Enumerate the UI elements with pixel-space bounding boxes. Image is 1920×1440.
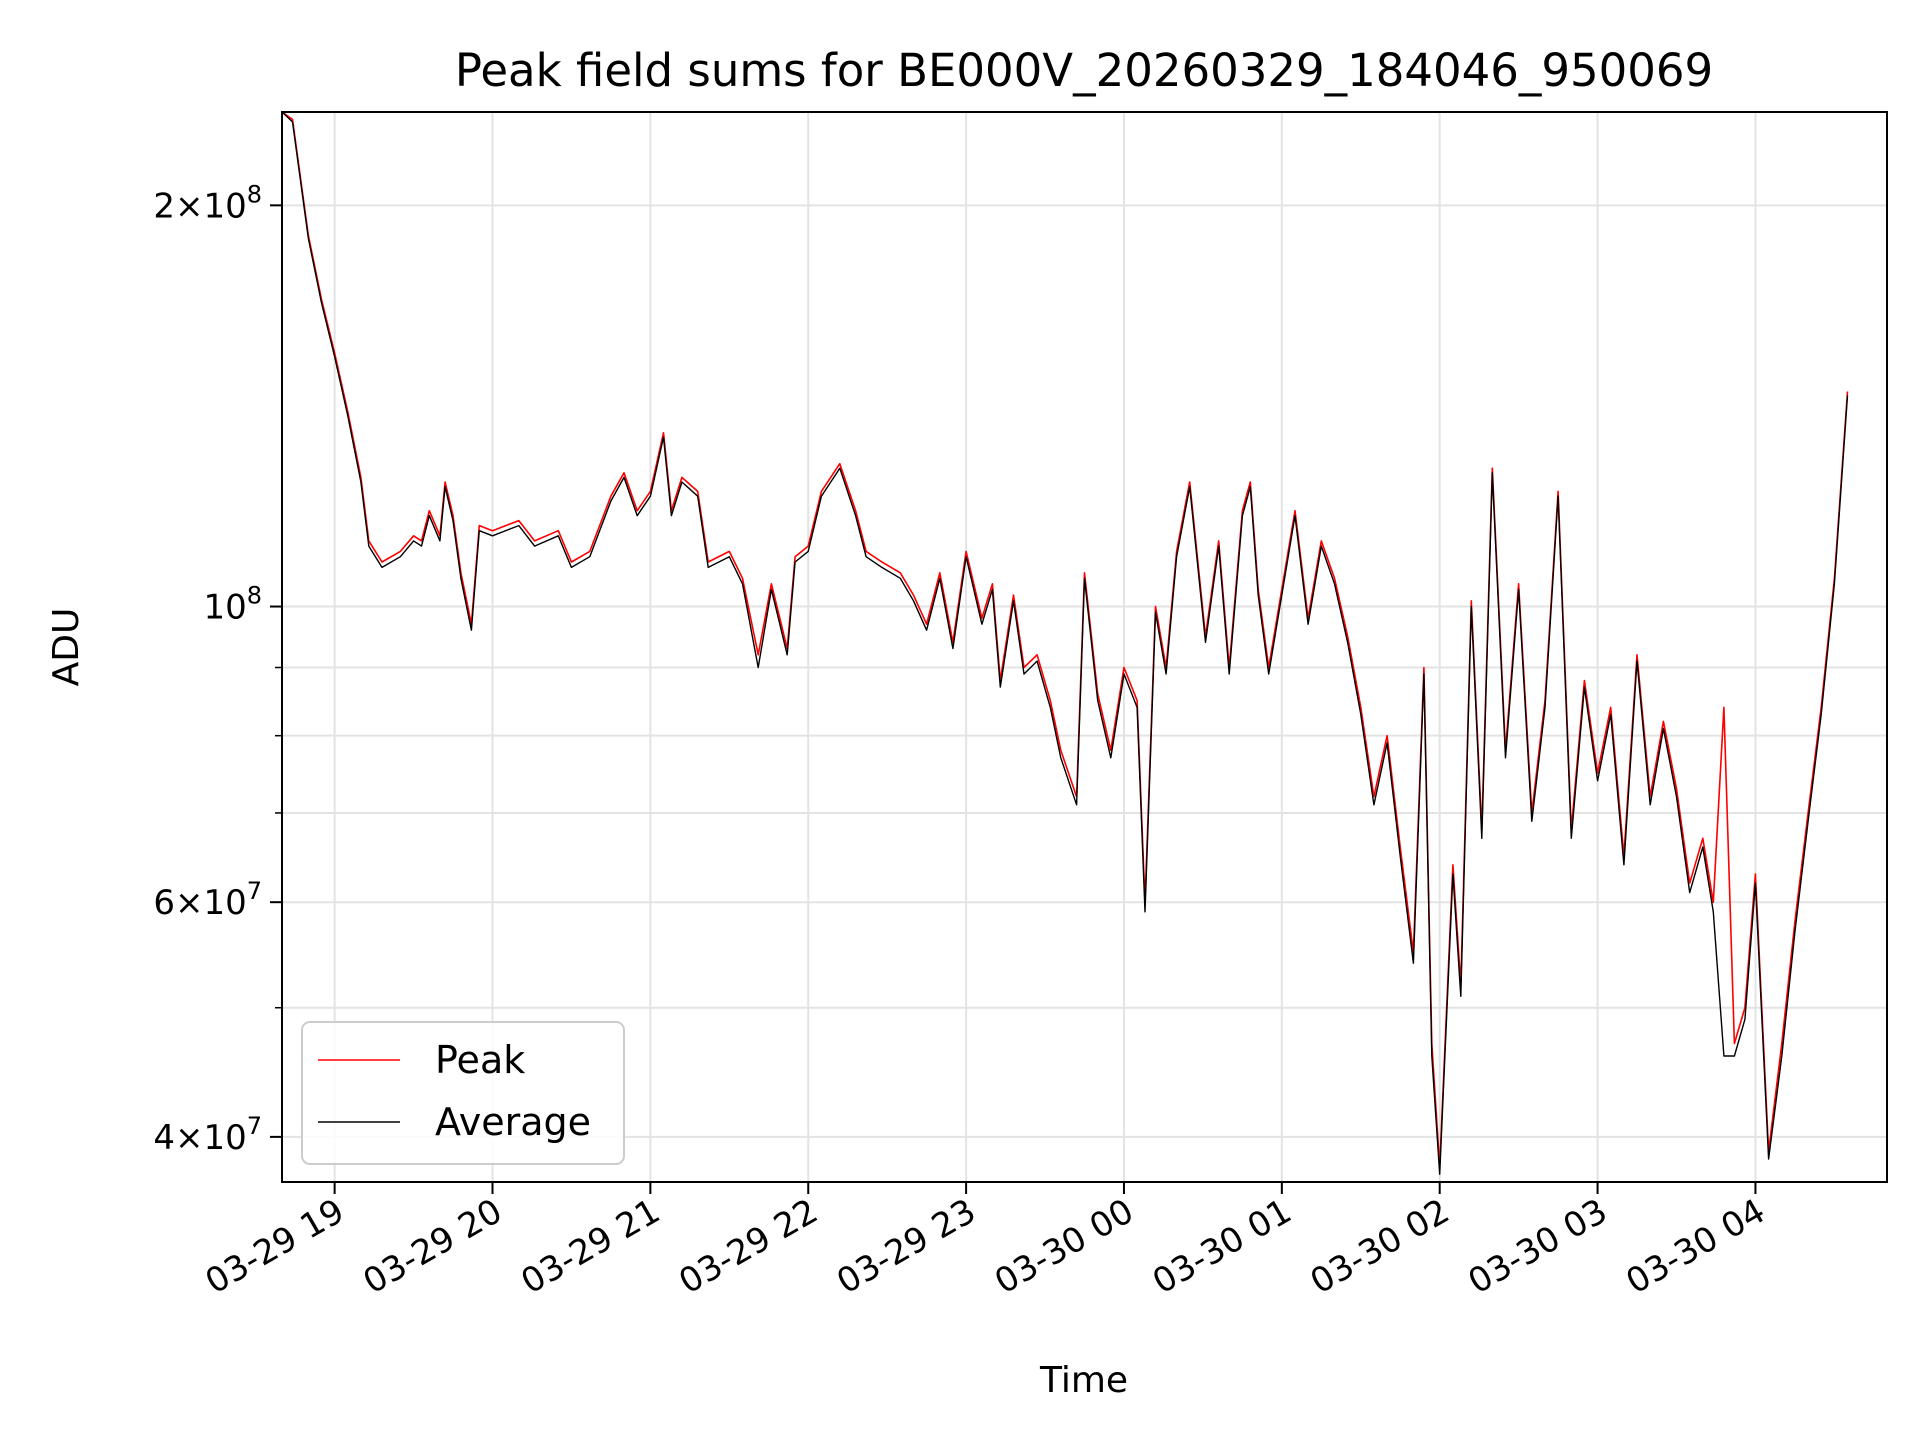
legend: Peak Average <box>301 1021 625 1165</box>
plot-series <box>281 111 1849 1175</box>
y-tick-label: 2×108 <box>153 180 262 226</box>
series-line-peak <box>281 111 1849 1168</box>
series-line-average <box>281 111 1849 1175</box>
legend-label-peak: Peak <box>435 1038 525 1082</box>
y-tick-label: 4×107 <box>153 1112 262 1158</box>
chart-title: Peak field sums for BE000V_20260329_1840… <box>455 44 1713 97</box>
y-tick-label: 108 <box>203 582 262 628</box>
y-tick-label: 6×107 <box>153 877 262 923</box>
y-axis-ticks: 4×107 6×107 108 2×108 <box>153 180 282 1158</box>
plot-frame <box>281 111 1888 1183</box>
legend-box <box>301 1021 625 1165</box>
x-axis-label: Time <box>1039 1360 1128 1401</box>
legend-label-average: Average <box>435 1100 591 1144</box>
y-axis-label: ADU <box>46 608 87 687</box>
grid <box>282 112 1887 1182</box>
